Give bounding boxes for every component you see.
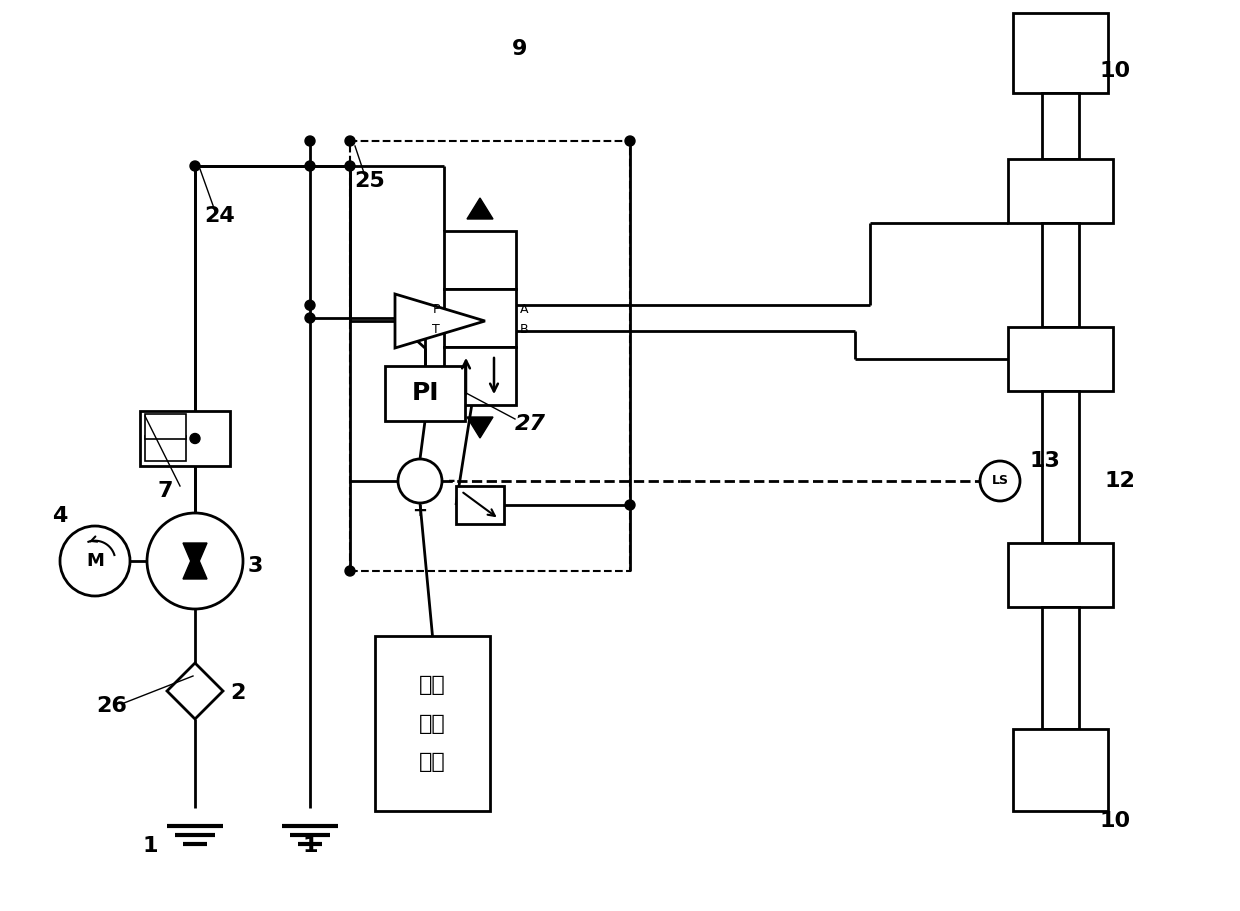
Circle shape xyxy=(60,526,130,596)
Polygon shape xyxy=(467,198,494,219)
Polygon shape xyxy=(396,294,485,348)
Circle shape xyxy=(148,513,243,609)
Circle shape xyxy=(345,161,355,171)
Bar xyxy=(1013,13,1107,93)
Circle shape xyxy=(190,161,200,171)
Text: 9: 9 xyxy=(512,39,528,59)
Text: 24: 24 xyxy=(205,206,236,226)
Bar xyxy=(444,347,516,405)
Bar xyxy=(1042,391,1079,543)
Bar xyxy=(456,486,503,524)
Text: A: A xyxy=(520,302,528,316)
Circle shape xyxy=(625,500,635,510)
Bar xyxy=(444,231,516,289)
Text: 12: 12 xyxy=(1105,471,1136,491)
Bar xyxy=(384,366,465,421)
Polygon shape xyxy=(184,551,207,579)
Bar xyxy=(145,414,186,438)
Text: 26: 26 xyxy=(97,696,128,716)
Bar xyxy=(444,289,516,347)
Text: 10: 10 xyxy=(1100,61,1131,81)
Bar xyxy=(1042,223,1079,327)
Text: T: T xyxy=(433,323,440,336)
Text: M: M xyxy=(86,552,104,570)
Text: 4: 4 xyxy=(52,506,68,526)
Circle shape xyxy=(345,566,355,576)
Text: 13: 13 xyxy=(1029,451,1060,471)
Text: +: + xyxy=(413,502,428,520)
Text: P: P xyxy=(433,302,440,316)
Bar xyxy=(350,141,630,571)
Text: B: B xyxy=(520,323,528,336)
Bar xyxy=(1007,159,1112,223)
Text: 3: 3 xyxy=(247,556,263,576)
Bar xyxy=(1013,729,1107,811)
Polygon shape xyxy=(467,417,494,438)
Bar xyxy=(1042,93,1079,159)
Text: PI: PI xyxy=(412,382,439,405)
Text: -: - xyxy=(448,472,456,490)
Circle shape xyxy=(305,161,315,171)
Text: 参考: 参考 xyxy=(419,675,446,695)
Text: 10: 10 xyxy=(1100,811,1131,831)
Bar xyxy=(1007,327,1112,391)
Text: 位移: 位移 xyxy=(419,713,446,733)
Circle shape xyxy=(625,136,635,146)
Polygon shape xyxy=(167,663,223,719)
Circle shape xyxy=(305,313,315,323)
Text: 7: 7 xyxy=(157,481,172,501)
Circle shape xyxy=(305,301,315,311)
Bar xyxy=(145,436,186,461)
Text: LS: LS xyxy=(992,475,1008,487)
Bar xyxy=(1042,607,1079,729)
Text: 信号: 信号 xyxy=(419,752,446,772)
Bar xyxy=(1007,543,1112,607)
Text: 2: 2 xyxy=(231,683,246,703)
Text: 1: 1 xyxy=(303,836,317,856)
Circle shape xyxy=(398,459,441,503)
Bar xyxy=(140,411,229,466)
Circle shape xyxy=(345,136,355,146)
Text: 25: 25 xyxy=(355,171,386,191)
Text: 27: 27 xyxy=(515,414,546,434)
Circle shape xyxy=(190,434,200,444)
Circle shape xyxy=(305,136,315,146)
Text: 1: 1 xyxy=(143,836,157,856)
Bar xyxy=(374,636,490,811)
Circle shape xyxy=(980,461,1021,501)
Polygon shape xyxy=(184,543,207,571)
